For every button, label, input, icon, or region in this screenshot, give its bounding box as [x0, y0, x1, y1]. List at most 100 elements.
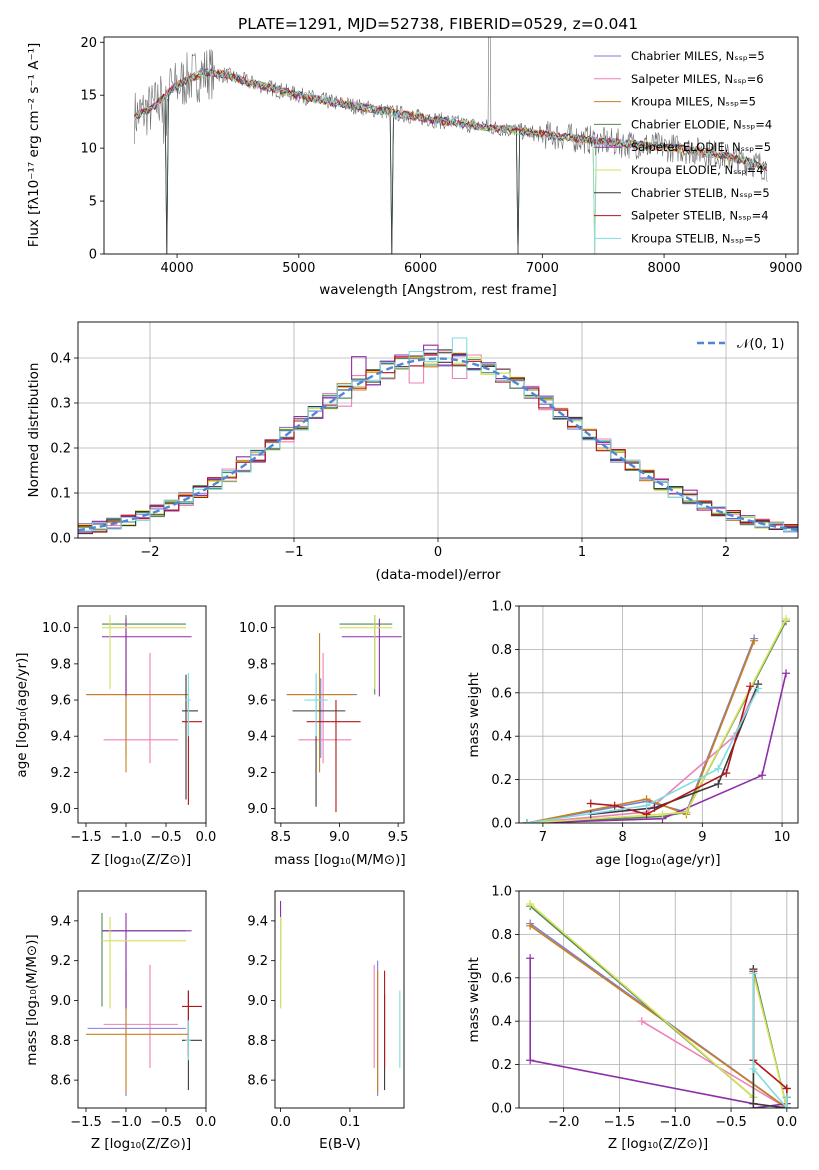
spectrum-legend-label: Salpeter MILES, Nₛₛₚ=6 — [631, 72, 764, 86]
age-mass-ytick-label: 9.6 — [247, 694, 268, 709]
weight-age-ylabel: mass weight — [466, 672, 482, 757]
age-z-ytick-label: 9.0 — [50, 802, 71, 817]
weight-z-point-marker — [526, 921, 535, 930]
weight-z-point-marker — [782, 1093, 791, 1102]
spectrum-legend-label: Chabrier ELODIE, Nₛₛₚ=4 — [631, 117, 772, 131]
weight-z-ytick-label: 0.0 — [491, 1102, 512, 1117]
age-z-ytick-label: 9.8 — [50, 657, 71, 672]
weight-z-xtick-label: −1.0 — [659, 1115, 691, 1130]
residuals-xtick-label: 0 — [434, 545, 442, 560]
weight-age-series-line — [590, 683, 759, 816]
residuals-histogram-step — [78, 337, 798, 532]
weight-z-xtick-label: 0.0 — [776, 1115, 797, 1130]
weight-age-plot-area — [522, 615, 791, 823]
weight-age-xtick-label: 7 — [539, 830, 547, 845]
mass-ebv-xtick-label: 0.0 — [270, 1115, 291, 1130]
weight-age-point-marker — [658, 810, 667, 819]
spectrum-xtick-label: 5000 — [282, 261, 315, 276]
weight-age-point-marker — [758, 771, 767, 780]
spectrum-xtick-label: 7000 — [526, 261, 559, 276]
age-mass-xtick-label: 9.0 — [329, 830, 350, 845]
age-z-ytick-label: 9.4 — [50, 730, 71, 745]
mass-z-ylabel: mass [log₁₀(M/M⊙)] — [24, 934, 40, 1065]
spectrum-legend-label: Salpeter ELODIE, Nₛₛₚ=5 — [631, 140, 771, 154]
mass-ebv-ytick-label: 8.6 — [247, 1074, 268, 1089]
weight-age-ytick-label: 0.4 — [491, 730, 512, 745]
residuals-xtick-label: 2 — [722, 545, 730, 560]
weight-z-ytick-label: 0.4 — [491, 1015, 512, 1030]
age-z-xtick-label: −1.0 — [110, 830, 142, 845]
spectrum-frame — [103, 36, 799, 255]
mass-z-ytick-label: 8.6 — [50, 1074, 71, 1089]
age-z-xlabel: Z [log₁₀(Z/Z⊙)] — [91, 852, 191, 868]
mass-z-frame — [77, 890, 207, 1109]
weight-z-point-marker — [749, 1064, 758, 1073]
age-mass-ytick-label: 9.8 — [247, 657, 268, 672]
mass-ebv-ytick-label: 9.4 — [247, 914, 268, 929]
weight-z-series-line — [752, 973, 788, 1108]
spectrum-xtick-label: 8000 — [648, 261, 681, 276]
mass-z-ytick-label: 9.0 — [50, 994, 71, 1009]
mass-ebv-xtick-label: 0.1 — [340, 1115, 361, 1130]
mass-z-xlabel: Z [log₁₀(Z/Z⊙)] — [91, 1136, 191, 1152]
age-mass-xtick-label: 9.5 — [388, 830, 409, 845]
spectrum-ytick-label: 10 — [80, 142, 97, 157]
weight-age-point-marker — [782, 615, 791, 624]
weight-age-frame — [518, 605, 799, 824]
age-mass-xlabel: mass [log₁₀(M/M⊙)] — [274, 852, 405, 868]
weight-age-point-marker — [642, 810, 651, 819]
spectrum-xtick-label: 9000 — [769, 261, 802, 276]
age-mass-xtick-label: 8.5 — [271, 830, 292, 845]
weight-age-series-line — [526, 640, 755, 823]
spectrum-axes: 4000 5000 6000 7000 8000 9000 0 5 10 15 20 Chabrier… — [80, 36, 802, 276]
residuals-xtick-label: −1 — [284, 545, 303, 560]
mass-ebv-axes: 0.0 0.1 8.6 8.8 9.0 9.2 9.4 — [247, 890, 405, 1130]
mass-ebv-ytick-label: 9.0 — [247, 994, 268, 1009]
age-z-ytick-label: 9.6 — [50, 694, 71, 709]
spectrum-legend-label: Salpeter STELIB, Nₛₛₚ=4 — [631, 209, 769, 223]
weight-age-series-line — [526, 673, 787, 823]
weight-age-ytick-label: 0.6 — [491, 686, 512, 701]
mass-z-ytick-label: 9.4 — [50, 914, 71, 929]
weight-age-series-line — [526, 618, 787, 823]
age-mass-ytick-label: 9.2 — [247, 766, 268, 781]
age-z-frame — [77, 605, 207, 824]
residuals-axes: −2 −1 0 1 2 0.0 0.1 0.2 0.3 0.4 𝒩(0, 1) — [50, 321, 799, 560]
weight-age-axes: 7 8 9 10 0.0 0.2 0.4 0.6 0.8 1.0 — [491, 600, 799, 845]
age-mass-ytick-label: 9.4 — [247, 730, 268, 745]
age-z-xtick-label: −0.5 — [150, 830, 182, 845]
age-z-plot-area — [86, 615, 202, 805]
weight-age-point-marker — [754, 684, 763, 693]
weight-age-point-marker — [746, 682, 755, 691]
weight-age-point-marker — [722, 769, 731, 778]
weight-age-point-marker — [522, 819, 531, 823]
weight-z-ytick-label: 1.0 — [491, 885, 512, 900]
age-mass-plot-area — [286, 615, 402, 813]
spectrum-plot-area — [134, 37, 768, 254]
weight-z-point-marker — [526, 900, 535, 909]
weight-z-xtick-label: −2.0 — [548, 1115, 580, 1130]
spectrum-ytick-label: 5 — [89, 195, 97, 210]
weight-age-point-marker — [714, 764, 723, 773]
residuals-xlabel: (data-model)/error — [375, 567, 501, 583]
age-mass-frame — [274, 605, 405, 824]
age-z-axes: −1.5 −1.0 −0.5 0.0 9.0 9.2 9.4 9.6 9.8 10.0 — [42, 605, 217, 845]
mass-z-xtick-label: 0.0 — [196, 1115, 217, 1130]
weight-age-series-line — [526, 688, 759, 823]
residuals-ytick-label: 0.4 — [50, 352, 71, 367]
mass-z-xtick-label: −1.0 — [110, 1115, 142, 1130]
age-mass-ytick-label: 9.0 — [247, 802, 268, 817]
weight-age-xtick-label: 9 — [698, 830, 706, 845]
mass-z-ytick-label: 9.2 — [50, 954, 71, 969]
residuals-xtick-label: 1 — [578, 545, 586, 560]
weight-age-xtick-label: 8 — [618, 830, 626, 845]
weight-z-ytick-label: 0.6 — [491, 971, 512, 986]
mass-ebv-ytick-label: 8.8 — [247, 1034, 268, 1049]
spectrum-legend-label: Chabrier STELIB, Nₛₛₚ=5 — [631, 186, 770, 200]
weight-z-ylabel: mass weight — [466, 957, 482, 1042]
age-z-xtick-label: 0.0 — [196, 830, 217, 845]
residuals-ytick-label: 0.3 — [50, 397, 71, 412]
weight-z-point-marker — [782, 1104, 791, 1108]
residuals-ytick-label: 0.1 — [50, 487, 71, 502]
weight-age-point-marker — [586, 799, 595, 808]
